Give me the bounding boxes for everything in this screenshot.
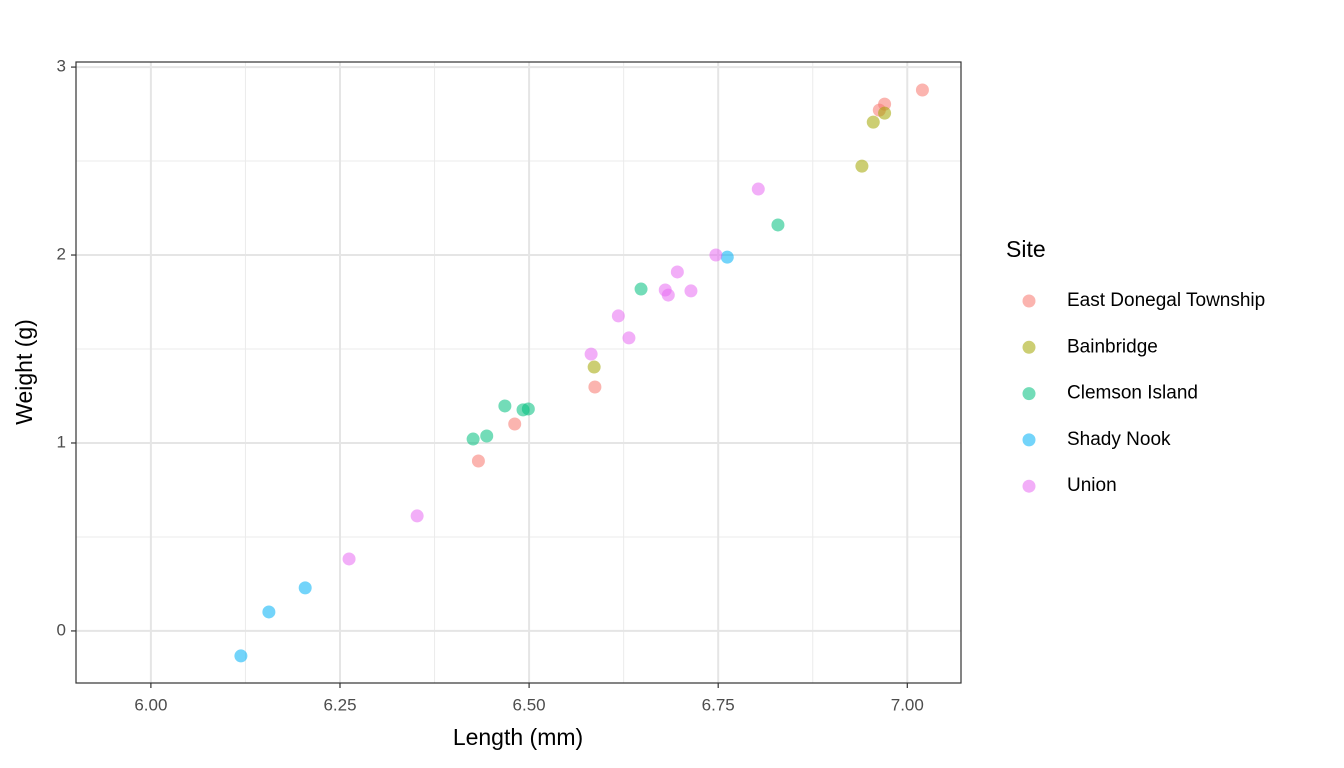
point xyxy=(588,380,602,394)
x-tick-label: 6.25 xyxy=(323,695,356,714)
y-tick-label: 3 xyxy=(57,57,66,76)
legend-marker xyxy=(1022,294,1036,308)
x-axis-title: Length (mm) xyxy=(453,724,583,750)
point xyxy=(878,106,892,120)
legend-marker xyxy=(1022,340,1036,354)
legend-label: Bainbridge xyxy=(1067,336,1158,357)
point xyxy=(262,605,276,619)
legend-label: Shady Nook xyxy=(1067,429,1171,450)
point xyxy=(587,360,601,374)
point xyxy=(234,649,248,663)
x-tick-label: 6.00 xyxy=(134,695,167,714)
point xyxy=(661,288,675,302)
x-tick-label: 6.50 xyxy=(513,695,546,714)
legend-label: Union xyxy=(1067,475,1117,496)
legend-marker xyxy=(1022,479,1036,493)
point xyxy=(516,403,530,417)
legend: East Donegal Township Bainbridge Clemson I… xyxy=(1022,290,1265,496)
point xyxy=(298,581,312,595)
point xyxy=(471,454,485,468)
point xyxy=(342,552,356,566)
legend-label: Clemson Island xyxy=(1067,383,1198,404)
point xyxy=(771,218,785,232)
point xyxy=(466,432,480,446)
point xyxy=(720,250,734,264)
point xyxy=(410,509,424,523)
point xyxy=(611,309,625,323)
legend-label: East Donegal Township xyxy=(1067,290,1265,311)
point xyxy=(622,331,636,345)
point xyxy=(584,347,598,361)
y-tick-label: 0 xyxy=(57,620,66,639)
grid xyxy=(76,62,961,683)
point xyxy=(670,265,684,279)
point xyxy=(855,159,869,173)
point xyxy=(508,417,522,431)
point xyxy=(751,182,765,196)
point xyxy=(709,248,723,262)
point xyxy=(915,83,929,97)
points xyxy=(234,83,929,663)
legend-marker xyxy=(1022,387,1036,401)
legend-marker xyxy=(1022,433,1036,447)
point xyxy=(480,429,494,443)
point xyxy=(866,115,880,129)
y-tick-label: 1 xyxy=(57,432,66,451)
point xyxy=(634,282,648,296)
point xyxy=(684,284,698,298)
y-axis-title: Weight (g) xyxy=(11,319,37,425)
x-tick-label: 7.00 xyxy=(891,695,924,714)
y-tick-label: 2 xyxy=(57,245,66,264)
panel-border xyxy=(75,61,962,684)
legend-title: Site xyxy=(1006,236,1046,262)
point xyxy=(498,399,512,413)
x-tick-label: 6.75 xyxy=(702,695,735,714)
